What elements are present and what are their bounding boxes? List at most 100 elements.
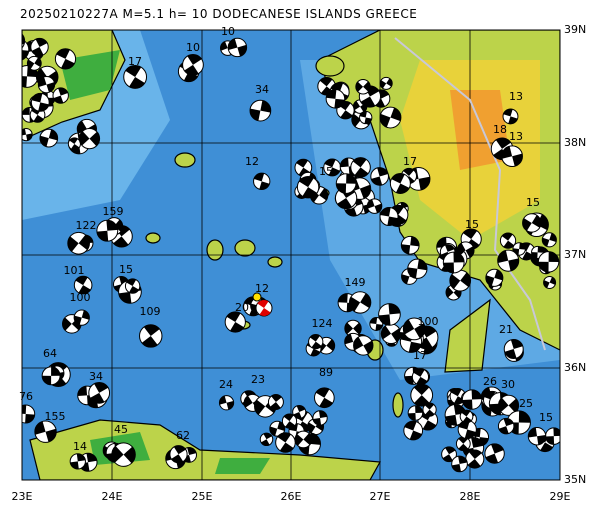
beachball-quadrant — [381, 325, 401, 342]
trench-line — [394, 37, 546, 351]
beachball-quadrant — [355, 81, 371, 92]
beachball-quadrant — [113, 276, 129, 293]
beachball-quadrant — [369, 317, 383, 331]
beachball-quadrant — [1, 74, 21, 92]
beachball-quadrant — [34, 421, 57, 442]
beachball-quadrant — [440, 244, 455, 260]
beachball-quadrant — [407, 259, 427, 279]
beachball-quadrant — [74, 310, 90, 325]
beachball-quadrant — [22, 404, 35, 424]
beachball-quadrant — [378, 303, 401, 326]
beachball-quadrant — [295, 433, 312, 446]
epicenter — [252, 292, 262, 302]
beachball-quadrant — [467, 450, 482, 469]
beachball-quadrant — [111, 446, 136, 464]
beachball-quadrant — [463, 228, 480, 250]
map-title: 20250210227A M=5.1 h= 10 DODECANESE ISLA… — [20, 7, 417, 21]
depth-label: 34 — [255, 83, 269, 96]
beachball-quadrant — [445, 404, 466, 426]
beachball-quadrant — [371, 167, 389, 186]
beachball-quadrant — [56, 48, 75, 70]
beachball-quadrant — [253, 173, 270, 190]
beachball-quadrant — [184, 54, 202, 76]
beachball-quadrant — [277, 432, 294, 453]
beachball-quadrant — [31, 107, 44, 123]
depth-label: 14 — [73, 440, 87, 453]
land — [444, 298, 491, 373]
depth-label: 124 — [312, 317, 333, 330]
beachball-quadrant — [401, 236, 420, 255]
depth-label: 17 — [403, 155, 417, 168]
beachball-quadrant — [458, 420, 476, 439]
latitude-label: 37N — [564, 248, 586, 261]
depth-label: 30 — [501, 378, 515, 391]
beachball-quadrant — [462, 389, 482, 410]
beachball-quadrant — [501, 232, 515, 249]
beachball-quadrant — [457, 242, 475, 258]
beachball-quadrant — [530, 247, 550, 266]
beachball-quadrant — [67, 234, 90, 252]
beachball-quadrant — [461, 410, 472, 423]
beachball-quadrant — [442, 446, 456, 462]
beachball-quadrant — [126, 278, 139, 294]
beachball-quadrant — [171, 445, 186, 463]
beachball-quadrant — [403, 319, 426, 339]
beachball-quadrant — [0, 47, 14, 65]
beachball-quadrant — [498, 418, 514, 434]
beachball-quadrant — [353, 101, 367, 113]
depth-label: 25 — [519, 397, 533, 410]
depth-label: 24 — [219, 378, 233, 391]
beachball-quadrant — [42, 366, 61, 385]
beachball-quadrant — [538, 251, 559, 273]
depth-label: 13 — [509, 90, 523, 103]
beachball — [1, 73, 21, 93]
beachball — [3, 49, 16, 62]
beachball-quadrant — [449, 272, 471, 289]
beachball-quadrant — [90, 382, 109, 404]
depth-label: 34 — [89, 370, 103, 383]
depth-label: 26 — [483, 375, 497, 388]
depth-label: 23 — [251, 373, 265, 386]
main-mechanism — [255, 299, 273, 317]
beachball-quadrant — [501, 146, 523, 167]
depth-label: 17 — [413, 349, 427, 362]
depth-label: 89 — [319, 366, 333, 379]
beachball-quadrant — [545, 427, 560, 445]
depth-label: 15 — [539, 411, 553, 424]
beachball-quadrant — [443, 252, 465, 273]
depth-label: 64 — [43, 347, 57, 360]
beachball-quadrant — [419, 410, 437, 431]
map-area — [0, 30, 560, 480]
beachball-quadrant — [75, 276, 91, 294]
beachball-quadrant — [69, 137, 80, 150]
beachball-quadrant — [141, 324, 160, 348]
beachball-quadrant — [269, 421, 285, 436]
beachball-quadrant — [408, 405, 423, 421]
depth-label: 15 — [465, 218, 479, 231]
beachball-quadrant — [345, 197, 363, 217]
beachball-quadrant — [413, 368, 428, 385]
beachball-quadrant — [528, 427, 546, 445]
depth-label: 15 — [319, 165, 333, 178]
depth-label: 101 — [64, 264, 85, 277]
beachball-quadrant — [313, 410, 328, 426]
depth-label: 122 — [76, 219, 97, 232]
beachball-quadrant — [326, 89, 345, 109]
beachball-quadrant — [503, 108, 518, 124]
beachball-quadrant — [522, 215, 541, 231]
beachball-quadrant — [4, 49, 16, 62]
longitude-label: 24E — [102, 490, 123, 503]
depth-label: 17 — [128, 55, 142, 68]
beachball-quadrant — [380, 107, 401, 128]
beachball-quadrant — [296, 159, 311, 177]
beachball-quadrant — [70, 453, 86, 469]
beachball-quadrant — [336, 173, 357, 194]
depth-label: 62 — [176, 429, 190, 442]
beachball-quadrant — [125, 65, 145, 89]
focal-mechanisms — [0, 33, 560, 473]
map-frame — [21, 29, 561, 481]
latitude-label: 38N — [564, 136, 586, 149]
beachball-quadrant — [310, 188, 328, 203]
depth-label: 100 — [70, 291, 91, 304]
beachball-quadrant — [451, 456, 468, 472]
